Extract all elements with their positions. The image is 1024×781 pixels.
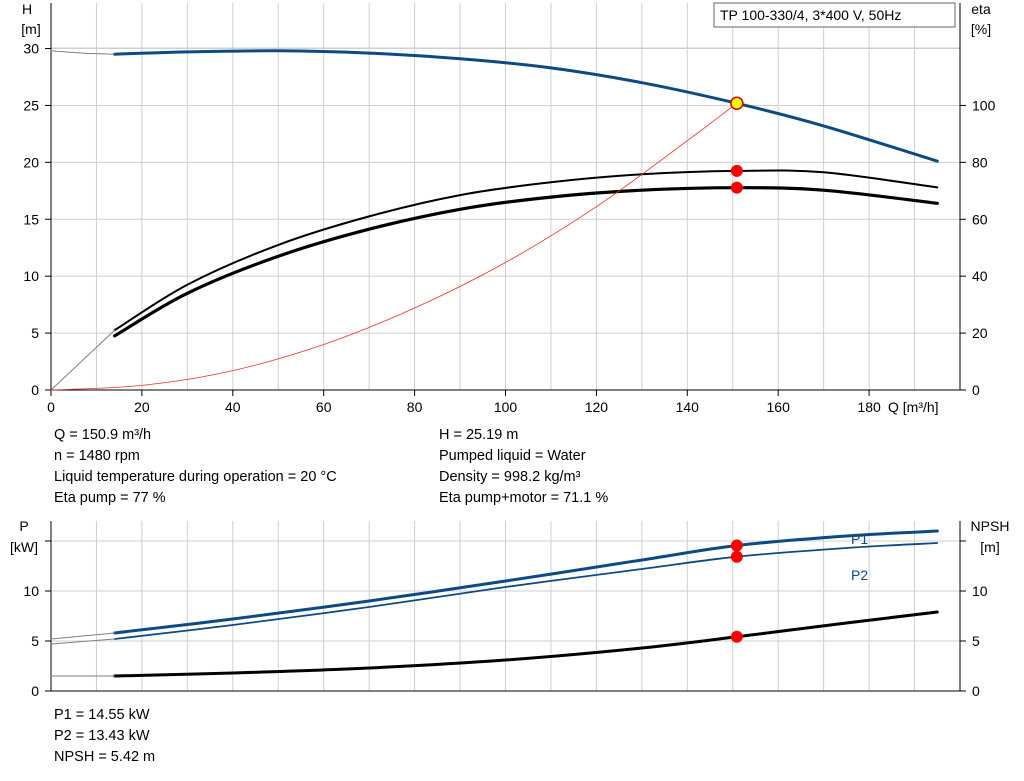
bottom-left-tick-label: 5	[31, 633, 39, 649]
bottom-series	[50, 529, 939, 678]
top-axes: 0 5 10 15 20 25 30 0 20 40 60 80 100 0 20 40 60 80 100 120 1…	[23, 3, 996, 415]
bottom-right-tick-label: 10	[972, 583, 988, 599]
info-eta-pump-motor: Eta pump+motor = 71.1 %	[439, 490, 608, 506]
bottom-right-axis-unit: [m]	[980, 539, 999, 555]
x-tick-label: 0	[47, 399, 55, 415]
top-right-tick-label: 60	[972, 211, 988, 227]
bottom-grid	[51, 521, 960, 691]
top-series-h-extrapolated	[50, 50, 116, 55]
x-tick-label: 40	[225, 399, 241, 415]
top-left-tick-label: 5	[31, 325, 39, 341]
info-top-left: Q = 150.9 m³/h n = 1480 rpm Liquid tempe…	[54, 427, 337, 506]
top-series	[50, 49, 939, 391]
bottom-left-tick-label: 0	[31, 683, 39, 699]
info-npsh: NPSH = 5.42 m	[54, 749, 155, 765]
bottom-axes: 0 5 10 0 5 10	[23, 521, 988, 699]
operating-points	[730, 96, 744, 643]
bottom-series-p1-extrapolated	[50, 632, 116, 640]
top-operating-point-eta-pump	[730, 164, 743, 177]
top-operating-point-h	[730, 96, 744, 111]
info-head: H = 25.19 m	[439, 427, 518, 443]
bottom-left-tick-label: 10	[23, 583, 39, 599]
x-tick-label: 80	[407, 399, 423, 415]
bottom-operating-point-p2	[730, 550, 743, 563]
top-right-axis-label: eta	[971, 1, 991, 17]
x-tick-label: 120	[585, 399, 609, 415]
x-tick-label: 140	[676, 399, 700, 415]
top-series-eta-pump-motor	[113, 186, 939, 338]
x-tick-label: 180	[857, 399, 881, 415]
bottom-left-axis-unit: [kW]	[10, 539, 38, 555]
bottom-left-axis-label: P	[19, 518, 28, 534]
bottom-series-p2	[113, 542, 939, 640]
top-left-tick-label: 25	[23, 97, 39, 113]
top-series-system-curve	[50, 102, 738, 391]
x-tick-label: 100	[494, 399, 518, 415]
bottom-series-p2-extrapolated	[50, 638, 116, 645]
top-left-tick-label: 15	[23, 211, 39, 227]
x-axis-label: Q [m³/h]	[888, 399, 939, 415]
top-operating-point-eta-pump-motor	[730, 181, 743, 194]
top-right-tick-label: 0	[972, 382, 980, 398]
info-bottom: P1 = 14.55 kW P2 = 13.43 kW NPSH = 5.42 …	[54, 707, 155, 765]
p1-series-label: P1	[851, 531, 868, 547]
top-series-eta-extrapolated	[50, 329, 116, 391]
top-left-axis-label: H	[22, 1, 32, 17]
top-left-tick-label: 0	[31, 382, 39, 398]
info-flow: Q = 150.9 m³/h	[54, 427, 151, 443]
top-right-tick-label: 80	[972, 154, 988, 170]
legend-box-text: TP 100-330/4, 3*400 V, 50Hz	[720, 7, 901, 23]
x-tick-label: 60	[316, 399, 332, 415]
info-density: Density = 998.2 kg/m³	[439, 469, 581, 485]
info-top-right: H = 25.19 m Pumped liquid = Water Densit…	[439, 427, 608, 506]
top-left-tick-label: 20	[23, 154, 39, 170]
top-series-h	[113, 49, 939, 163]
top-right-tick-label: 40	[972, 268, 988, 284]
bottom-right-tick-label: 0	[972, 683, 980, 699]
info-p1: P1 = 14.55 kW	[54, 707, 150, 723]
bottom-operating-point-npsh	[730, 630, 743, 643]
x-tick-label: 20	[134, 399, 150, 415]
top-left-tick-label: 30	[23, 41, 39, 57]
top-grid	[51, 3, 960, 390]
top-left-tick-label: 10	[23, 268, 39, 284]
info-liquid-temperature: Liquid temperature during operation = 20…	[54, 469, 337, 485]
p2-series-label: P2	[851, 567, 868, 583]
info-speed: n = 1480 rpm	[54, 448, 140, 464]
bottom-operating-point-p1	[730, 539, 743, 552]
top-right-axis-unit: [%]	[971, 21, 991, 37]
bottom-right-tick-label: 5	[972, 633, 980, 649]
legend-box: TP 100-330/4, 3*400 V, 50Hz	[713, 2, 956, 28]
top-right-tick-label: 100	[972, 97, 996, 113]
x-tick-label: 160	[767, 399, 791, 415]
info-eta-pump: Eta pump = 77 %	[54, 490, 166, 506]
bottom-right-axis-label: NPSH	[971, 518, 1010, 534]
top-left-axis-unit: [m]	[21, 21, 40, 37]
info-p2: P2 = 13.43 kW	[54, 728, 150, 744]
bottom-series-p1	[113, 529, 939, 635]
bottom-series-npsh	[113, 610, 939, 678]
top-series-eta-pump	[113, 169, 939, 332]
info-pumped-liquid: Pumped liquid = Water	[439, 448, 586, 464]
top-right-tick-label: 20	[972, 325, 988, 341]
